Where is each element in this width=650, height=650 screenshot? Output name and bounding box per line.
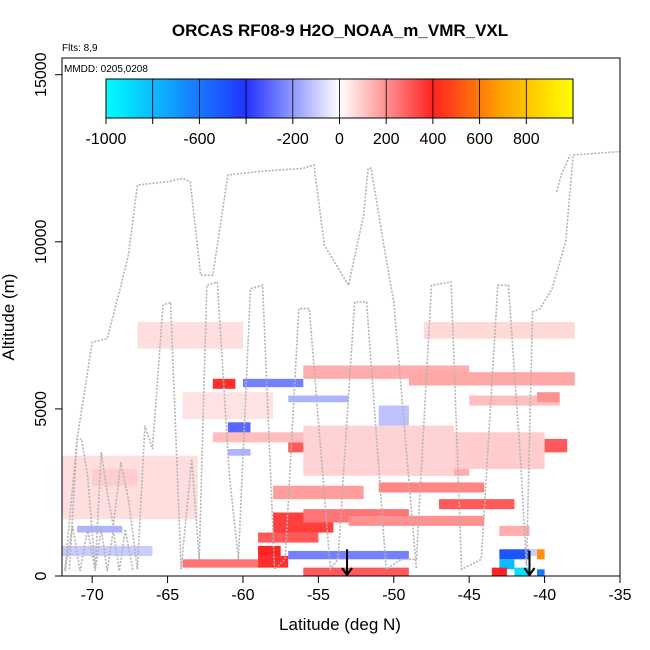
heatmap-cell: [288, 395, 349, 403]
flight-track: [68, 150, 621, 572]
x-tick-label: -50: [382, 587, 405, 604]
colorbar-tick-label: 200: [373, 131, 400, 148]
x-tick-label: -55: [307, 587, 330, 604]
heatmap-cell: [439, 499, 515, 510]
heatmap-cell: [288, 550, 409, 560]
heatmap-cell: [182, 559, 259, 568]
heatmap-cell: [454, 432, 545, 470]
heatmap-cell: [258, 545, 281, 556]
heatmap-cell: [242, 378, 304, 388]
x-tick-label: -70: [81, 587, 104, 604]
heatmap-cell: [499, 549, 530, 560]
heatmap-cell: [77, 525, 123, 533]
x-tick-label: -35: [608, 587, 631, 604]
heatmap-cell: [258, 532, 319, 543]
heatmap-cell: [92, 469, 138, 486]
flight-tracks: [64, 150, 621, 572]
colorbar-tick-label: 600: [466, 131, 493, 148]
flight-track: [555, 154, 571, 192]
heatmap-cell: [514, 567, 530, 576]
heatmap-cell: [212, 432, 319, 443]
heatmap-cell: [537, 569, 545, 576]
heatmap-cell: [491, 567, 507, 576]
colorbar-tick-label: -600: [183, 131, 215, 148]
heatmap-cell: [137, 322, 243, 349]
heatmap-cell: [227, 449, 251, 456]
flights-label: Flts: 8,9: [62, 43, 98, 54]
heatmap-cell: [348, 515, 485, 526]
heatmap-cell: [378, 482, 485, 493]
heatmap-cell: [544, 438, 568, 453]
y-axis-label: Altitude (m): [0, 274, 18, 361]
y-tick-label: 10000: [33, 219, 50, 264]
dates-label: MMDD: 0205,0208: [64, 64, 148, 75]
colorbar-tick-label: 800: [513, 131, 540, 148]
heatmap-cell: [62, 545, 153, 556]
y-axis-ticks: 0 5000 10000 15000: [33, 52, 62, 580]
heatmap-cell: [469, 395, 560, 406]
heatmap-cell: [303, 425, 455, 476]
surface-arrows: [341, 549, 536, 577]
heatmap-cell: [537, 392, 560, 403]
heatmap-cell: [537, 549, 545, 560]
x-tick-label: -60: [231, 587, 254, 604]
colorbar: -1000 -600 -200 0 200 400 600 800: [86, 78, 574, 148]
arrow-head: [523, 567, 536, 577]
chart-title: ORCAS RF08-9 H2O_NOAA_m_VMR_VXL: [172, 21, 508, 40]
y-tick-label: 15000: [33, 52, 50, 97]
colorbar-tick-label: -1000: [86, 131, 127, 148]
x-tick-label: -40: [533, 587, 556, 604]
x-tick-label: -65: [156, 587, 179, 604]
heatmap-cell: [303, 567, 409, 576]
heatmap-cell: [499, 525, 530, 536]
heatmap-cell: [182, 392, 274, 419]
colorbar-tick-label: -200: [277, 131, 309, 148]
heatmap-cell: [273, 485, 364, 500]
y-tick-label: 5000: [33, 391, 50, 427]
x-axis-label: Latitude (deg N): [279, 615, 401, 634]
colorbar-tick-label: 0: [335, 131, 344, 148]
heatmap-cell: [529, 549, 538, 556]
colorbar-tick-label: 400: [420, 131, 447, 148]
plot-frame: [61, 57, 621, 577]
flight-track: [64, 163, 418, 570]
x-axis-ticks: -70 -65 -60 -55 -50 -45 -40 -35: [81, 576, 632, 604]
flight-track: [64, 525, 134, 572]
x-tick-label: -45: [458, 587, 481, 604]
heatmap-cells: [62, 322, 575, 576]
heatmap-cell: [227, 422, 251, 434]
heatmap-cell: [258, 555, 289, 568]
heatmap-cell: [378, 405, 409, 426]
y-tick-label: 0: [33, 571, 50, 580]
heatmap-cell: [423, 322, 575, 339]
heatmap-cell: [499, 559, 515, 570]
arrow-head: [341, 567, 353, 577]
